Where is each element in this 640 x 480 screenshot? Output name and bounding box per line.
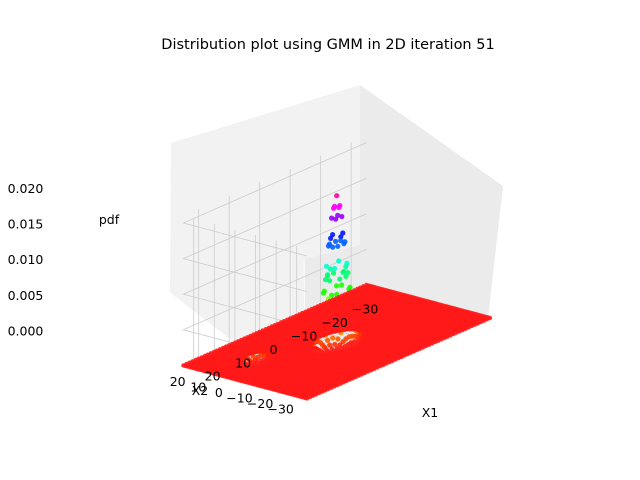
z-tick-label: 0.010 <box>8 252 44 267</box>
data-point <box>337 342 343 348</box>
data-point <box>329 215 335 221</box>
data-point <box>339 213 345 220</box>
data-point <box>328 235 334 241</box>
y-tick-label: −10 <box>226 391 252 406</box>
y-tick-label: 20 <box>170 374 186 389</box>
z-gridline <box>182 177 367 292</box>
z-tick-label: 0.005 <box>8 288 44 303</box>
data-point <box>325 337 331 343</box>
z-tick-label: 0.015 <box>8 217 44 232</box>
axis-ticks: −30−20−1001020−30−20−10010200.0000.0050.… <box>8 181 379 417</box>
data-point <box>327 342 333 348</box>
y-tick-label: −20 <box>247 396 273 411</box>
chart-title: Distribution plot using GMM in 2D iterat… <box>161 37 494 53</box>
z-axis-label: pdf <box>99 212 120 227</box>
data-point <box>338 238 344 244</box>
data-point <box>323 263 330 269</box>
data-points <box>181 193 493 401</box>
z-tick-label: 0.020 <box>8 181 44 196</box>
data-point <box>334 283 340 289</box>
x-tick-label: 20 <box>205 369 221 384</box>
data-point <box>341 268 347 275</box>
back-right-pane <box>360 85 503 318</box>
y-tick-label: 0 <box>215 385 223 400</box>
data-point <box>340 339 346 345</box>
data-point <box>322 277 329 283</box>
data-point <box>333 238 339 244</box>
data-point <box>343 264 349 270</box>
y-tick-label: −30 <box>268 402 294 417</box>
x-tick-label: 10 <box>235 355 251 370</box>
data-point <box>334 193 340 199</box>
data-point <box>327 266 334 272</box>
data-point <box>333 216 339 222</box>
data-point <box>335 336 341 342</box>
data-point <box>332 341 338 347</box>
x-tick-label: −30 <box>352 302 378 317</box>
z-gridline <box>182 213 367 328</box>
data-point <box>334 345 340 351</box>
data-point <box>320 290 326 296</box>
data-point <box>337 276 343 282</box>
data-point <box>332 265 338 272</box>
back-panes <box>170 85 503 318</box>
z-gridline <box>182 142 367 257</box>
data-point <box>330 335 336 341</box>
data-point <box>336 258 342 264</box>
data-point <box>252 357 258 363</box>
data-point <box>329 292 335 298</box>
x-tick-label: −10 <box>291 329 317 344</box>
y-axis-label: X2 <box>192 383 209 398</box>
data-point <box>343 273 349 279</box>
data-point <box>339 282 345 288</box>
data-point <box>325 243 332 249</box>
data-point <box>331 270 337 276</box>
y-tick-label: 10 <box>190 380 206 395</box>
x-tick-label: −20 <box>321 315 347 330</box>
data-point <box>181 363 186 368</box>
x-tick-label: 0 <box>270 342 278 357</box>
back-left-pane <box>170 85 360 293</box>
data-point <box>331 205 337 211</box>
data-point <box>327 278 333 284</box>
data-point <box>335 243 341 249</box>
data-point <box>338 234 344 240</box>
z-tick-label: 0.000 <box>8 323 44 338</box>
x-axis-label: X1 <box>422 405 439 420</box>
data-point <box>336 204 342 211</box>
